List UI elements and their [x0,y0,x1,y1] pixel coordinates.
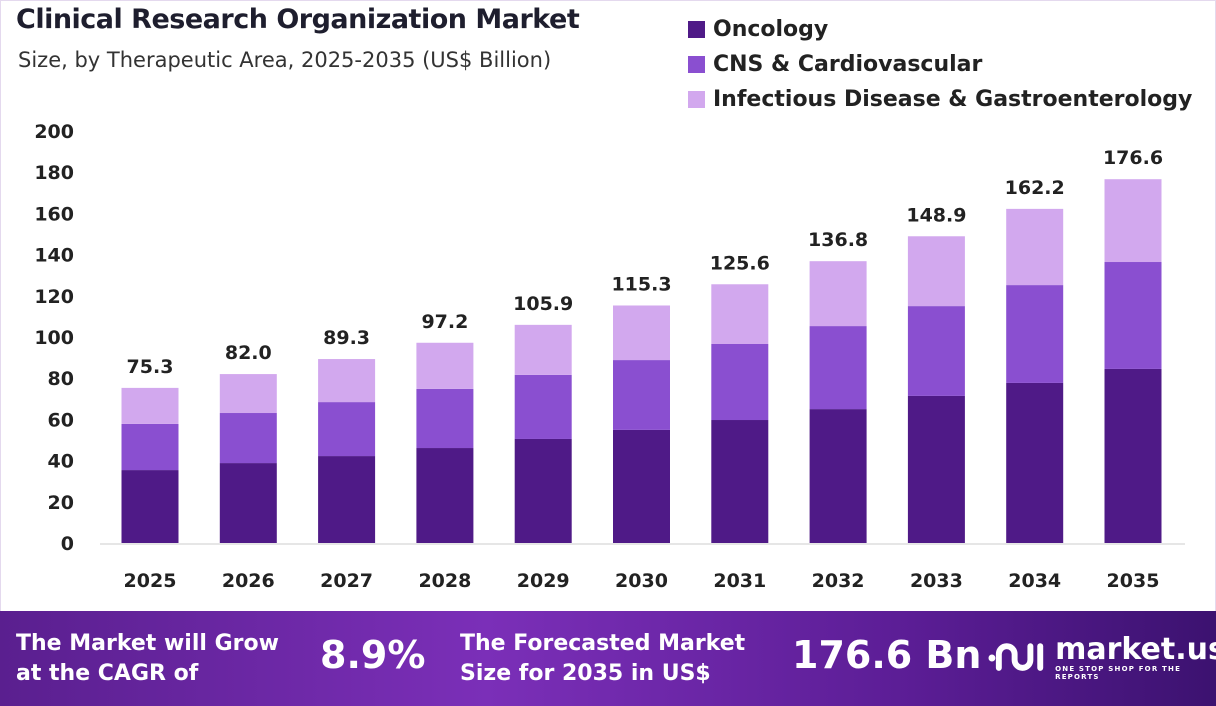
bar-segment-cns [219,413,277,464]
x-tick-label: 2035 [1107,570,1160,592]
total-data-label: 89.3 [323,327,370,349]
market-us-logo: market.us ONE STOP SHOP FOR THE REPORTS [988,635,1216,681]
y-tick-label: 0 [61,533,74,555]
bar-segment-oncology [1006,382,1064,543]
bar-segment-infectious [711,284,769,345]
bar-segment-cns [613,360,670,430]
y-tick-label: 180 [34,162,74,184]
y-tick-label: 140 [34,245,74,267]
legend-swatch [688,91,705,108]
cagr-label: The Market will Grow at the CAGR of [16,629,279,689]
x-tick-label: 2031 [713,570,766,592]
bar-segment-infectious [318,359,376,403]
bar-segment-cns [809,326,867,410]
forecast-label-line: Size for 2035 in US$ [460,661,711,686]
total-data-label: 97.2 [421,311,468,333]
bar-segment-infectious [514,324,572,375]
legend-label: CNS & Cardiovascular [713,52,983,77]
legend-item-cns: CNS & Cardiovascular [688,47,1192,82]
bar-segment-cns [416,388,474,449]
bar-segment-cns [318,402,376,457]
y-tick-label: 20 [48,492,74,514]
y-tick-label: 100 [34,327,74,349]
bar-segment-oncology [514,438,572,543]
bar-segment-oncology [318,456,376,543]
legend-label: Infectious Disease & Gastroenterology [713,87,1193,112]
y-tick-label: 200 [34,121,74,143]
forecast-label-line: The Forecasted Market [460,631,746,656]
total-data-label: 136.8 [808,229,868,251]
bar-segment-oncology [809,409,867,543]
x-tick-label: 2029 [517,570,570,592]
bar-segment-oncology [416,448,474,543]
bar-segment-cns [711,344,769,421]
x-tick-label: 2032 [812,570,865,592]
bar-segment-oncology [613,429,670,543]
total-data-label: 148.9 [906,204,966,226]
x-tick-label: 2034 [1008,570,1061,592]
cagr-value: 8.9% [320,633,426,677]
bar-segment-cns [1104,262,1162,369]
bar-chart: 0 20 40 60 80 100 120 140 160 180 200 75.3 2025 82.0 2… [34,121,1185,592]
chart-title: Clinical Research Organization Market [16,4,580,35]
legend-swatch [688,21,705,38]
bar-segment-infectious [1006,208,1064,286]
bar-segment-infectious [219,374,277,414]
bar-segment-infectious [1104,179,1162,263]
forecast-value: 176.6 Bn [792,633,982,677]
legend: Oncology CNS & Cardiovascular Infectious… [688,12,1192,117]
bar-segment-oncology [907,395,965,543]
y-tick-label: 40 [48,451,74,473]
total-data-label: 75.3 [127,356,174,378]
bar-segment-infectious [416,342,474,389]
legend-item-oncology: Oncology [688,12,1192,47]
bar-segment-infectious [613,305,670,361]
x-tick-label: 2028 [418,570,471,592]
bar-segment-infectious [907,236,965,307]
bar-segment-cns [514,374,572,439]
footer-banner: The Market will Grow at the CAGR of 8.9% … [0,611,1216,706]
bar-segment-infectious [121,387,179,424]
logo-mark-icon [988,643,1044,671]
y-tick-label: 120 [34,286,74,308]
x-tick-label: 2033 [910,570,963,592]
total-data-label: 125.6 [710,252,770,274]
bar-segment-oncology [711,420,769,543]
x-tick-label: 2025 [124,570,177,592]
legend-label: Oncology [713,17,829,42]
legend-swatch [688,56,705,73]
bar-segment-infectious [809,261,867,327]
total-data-label: 115.3 [611,273,671,295]
logo-tagline: ONE STOP SHOP FOR THE REPORTS [1055,665,1182,681]
bar-segment-oncology [1104,368,1162,543]
y-tick-label: 160 [34,203,74,225]
x-tick-label: 2026 [222,570,275,592]
total-data-label: 82.0 [225,342,272,364]
total-data-label: 162.2 [1005,177,1065,199]
x-tick-label: 2030 [615,570,668,592]
x-tick-label: 2027 [320,570,373,592]
bar-segment-cns [907,306,965,396]
legend-item-infectious: Infectious Disease & Gastroenterology [688,82,1192,117]
bar-segment-oncology [219,463,277,543]
bar-segment-cns [1006,285,1064,383]
bar-segment-oncology [121,470,179,543]
forecast-label: The Forecasted Market Size for 2035 in US… [460,629,745,689]
y-tick-label: 60 [48,409,74,431]
cagr-label-line: The Market will Grow [16,631,279,656]
total-data-label: 176.6 [1103,147,1163,169]
chart-subtitle: Size, by Therapeutic Area, 2025-2035 (US… [18,48,552,72]
total-data-label: 105.9 [513,293,573,315]
y-tick-label: 80 [48,368,74,390]
bar-segment-cns [121,423,179,471]
cagr-label-line: at the CAGR of [16,661,199,686]
logo-name: market.us [1055,632,1216,667]
